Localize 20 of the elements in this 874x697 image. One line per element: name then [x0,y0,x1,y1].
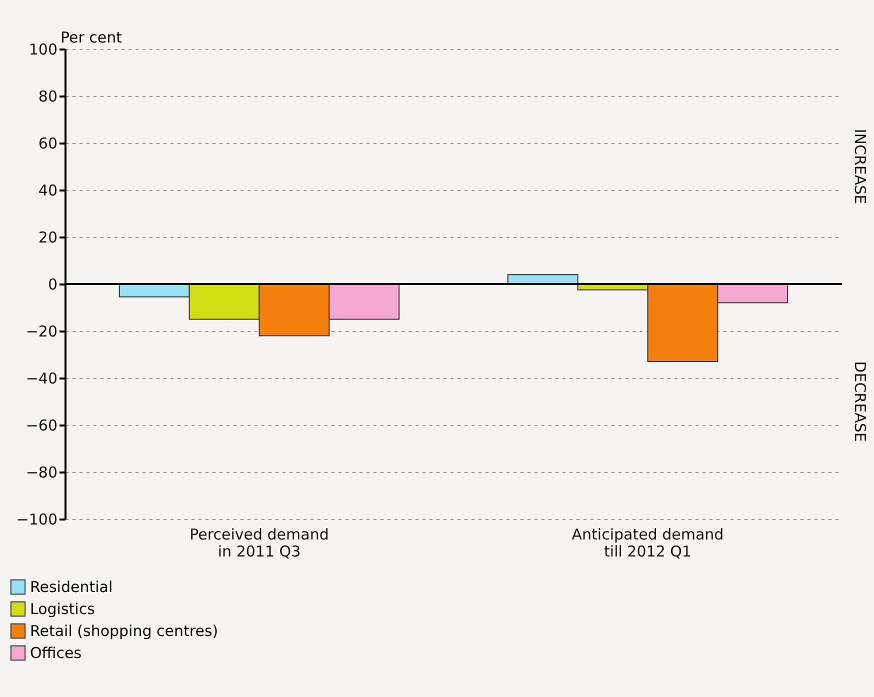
legend-label: Residential [30,578,113,596]
text: INCREASE [851,128,869,204]
y-tick-label: −80 [26,464,58,482]
y-axis-title: Per cent [60,28,122,46]
y-tick-label: 100 [28,40,58,58]
y-tick-label: 20 [38,228,58,246]
y-tick-label: 0 [48,276,58,294]
y-tick-label: 60 [38,134,58,152]
legend-label: Retail (shopping centres) [30,622,218,640]
x-tick-label: Perceived demand in 2011 Q3 [190,526,329,560]
y-tick-label: 80 [38,88,58,106]
y-tick-label: −40 [26,370,58,388]
legend-label: Logistics [30,600,96,618]
y-tick-label: −60 [26,416,58,434]
legend-label: Offices [30,644,82,662]
text: DECREASE [851,361,869,442]
y-tick-label: −20 [26,322,58,340]
y-tick-label: −100 [16,510,58,528]
x-tick-label: Anticipated demand till 2012 Q1 [572,526,724,560]
y-tick-label: 40 [38,182,58,200]
